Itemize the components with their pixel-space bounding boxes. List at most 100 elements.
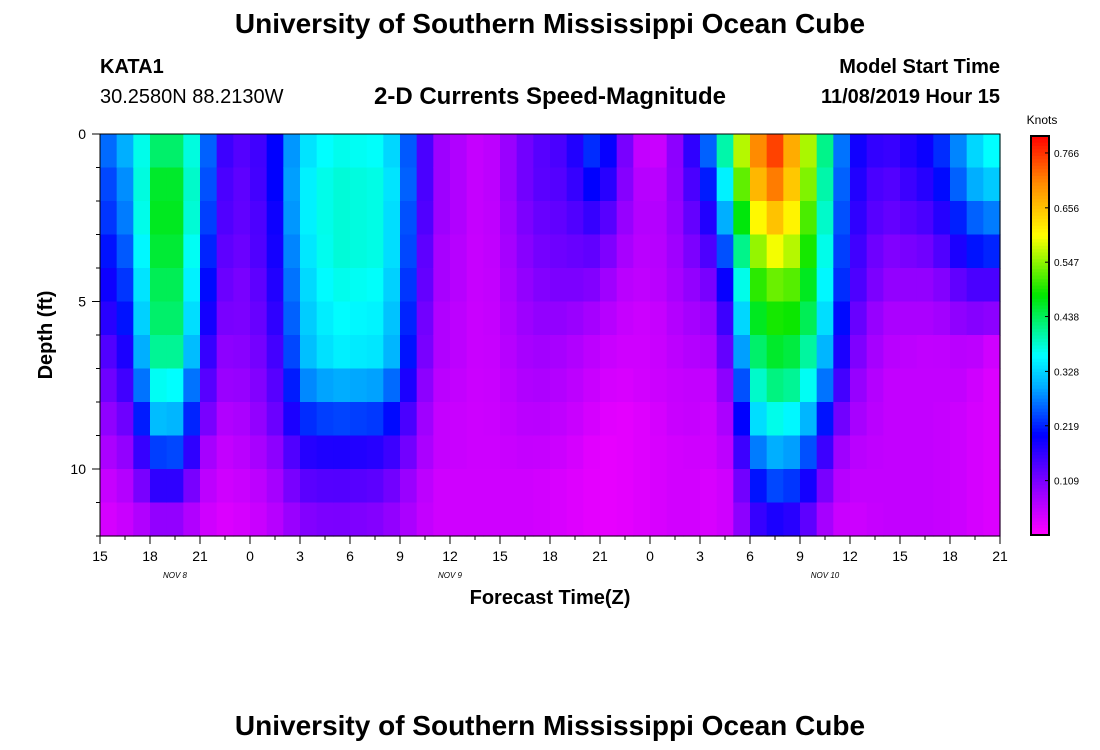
heatmap-cell	[217, 134, 234, 168]
heatmap-cell	[733, 503, 750, 537]
heatmap-cell	[933, 302, 950, 336]
heatmap-cell	[100, 134, 117, 168]
heatmap-cell	[417, 134, 434, 168]
heatmap-cell	[833, 201, 850, 235]
heatmap-cell	[533, 235, 550, 269]
heatmap-cell	[183, 268, 200, 302]
heatmap-cell	[850, 369, 867, 403]
heatmap-cell	[583, 235, 600, 269]
heatmap-cell	[583, 335, 600, 369]
heatmap-cell	[267, 168, 284, 202]
heatmap-cell	[600, 503, 617, 537]
heatmap-cell	[583, 168, 600, 202]
heatmap-cell	[100, 335, 117, 369]
heatmap-chart: 15 18 21 0 3 6 9 12 15 18 21 0 3 6 9 12 15 18 21NOV 8 NOV 9…	[0, 0, 1100, 750]
heatmap-cell	[567, 436, 584, 470]
heatmap-cell	[733, 302, 750, 336]
y-axis-label: Depth (ft)	[35, 291, 57, 380]
x-tick-label: 21	[192, 548, 208, 564]
heatmap-cell	[683, 402, 700, 436]
heatmap-cell	[150, 503, 167, 537]
heatmap-cell	[333, 201, 350, 235]
heatmap-cell	[550, 134, 567, 168]
heatmap-cell	[233, 235, 250, 269]
heatmap-cell	[883, 402, 900, 436]
heatmap-cell	[233, 168, 250, 202]
heatmap-cell	[950, 402, 967, 436]
heatmap-cell	[633, 168, 650, 202]
heatmap-cell	[250, 503, 267, 537]
heatmap-cell	[983, 235, 1000, 269]
heatmap-cell	[900, 469, 917, 503]
heatmap-cell	[500, 436, 517, 470]
heatmap-cell	[283, 235, 300, 269]
x-tick-label: 9	[796, 548, 804, 564]
heatmap-cell	[400, 168, 417, 202]
heatmap-cell	[883, 302, 900, 336]
heatmap-cell	[583, 436, 600, 470]
heatmap-cell	[300, 168, 317, 202]
heatmap-cell	[683, 302, 700, 336]
x-tick-label: 9	[396, 548, 404, 564]
heatmap-cell	[483, 235, 500, 269]
heatmap-cell	[133, 335, 150, 369]
heatmap-cell	[267, 268, 284, 302]
heatmap-cell	[700, 201, 717, 235]
heatmap-cell	[583, 134, 600, 168]
heatmap-cell	[700, 436, 717, 470]
heatmap-cell	[117, 134, 134, 168]
heatmap-cell	[183, 302, 200, 336]
heatmap-cell	[700, 503, 717, 537]
heatmap-cell	[300, 503, 317, 537]
heatmap-cell	[200, 335, 217, 369]
colorbar-tick-label: 0.328	[1054, 367, 1079, 378]
colorbar-tick-label: 0.547	[1054, 258, 1079, 269]
heatmap-cell	[933, 235, 950, 269]
heatmap-cell	[750, 369, 767, 403]
heatmap-cell	[667, 335, 684, 369]
heatmap-cell	[383, 268, 400, 302]
heatmap-cell	[383, 402, 400, 436]
heatmap-cell	[567, 335, 584, 369]
heatmap-cell	[183, 469, 200, 503]
heatmap-cell	[300, 335, 317, 369]
heatmap-cell	[667, 503, 684, 537]
heatmap-cell	[267, 402, 284, 436]
heatmap-cell	[683, 168, 700, 202]
heatmap-cell	[783, 134, 800, 168]
heatmap-cell	[683, 201, 700, 235]
heatmap-cell	[933, 402, 950, 436]
heatmap-cell	[300, 369, 317, 403]
heatmap-cell	[600, 402, 617, 436]
heatmap-cell	[450, 469, 467, 503]
heatmap-cell	[317, 402, 334, 436]
heatmap-cell	[617, 335, 634, 369]
heatmap-cell	[600, 268, 617, 302]
heatmap-cell	[467, 168, 484, 202]
heatmap-cell	[817, 302, 834, 336]
heatmap-cell	[133, 134, 150, 168]
heatmap-cell	[317, 503, 334, 537]
heatmap-cell	[967, 469, 984, 503]
heatmap-cell	[750, 302, 767, 336]
heatmap-cell	[933, 134, 950, 168]
heatmap-cell	[133, 436, 150, 470]
x-tick-label: 21	[992, 548, 1008, 564]
heatmap-cell	[983, 436, 1000, 470]
heatmap-cell	[483, 469, 500, 503]
heatmap-cell	[350, 302, 367, 336]
heatmap-cell	[250, 134, 267, 168]
heatmap-cell	[667, 302, 684, 336]
heatmap-cell	[233, 268, 250, 302]
heatmap-cell	[717, 335, 734, 369]
heatmap-cell	[433, 268, 450, 302]
heatmap-cell	[167, 436, 184, 470]
x-tick-label: 21	[592, 548, 608, 564]
heatmap-cell	[750, 469, 767, 503]
heatmap-cell	[650, 402, 667, 436]
heatmap-cell	[817, 168, 834, 202]
heatmap-cell	[817, 503, 834, 537]
x-tick-label: 15	[92, 548, 108, 564]
heatmap-cell	[233, 369, 250, 403]
heatmap-cell	[733, 436, 750, 470]
